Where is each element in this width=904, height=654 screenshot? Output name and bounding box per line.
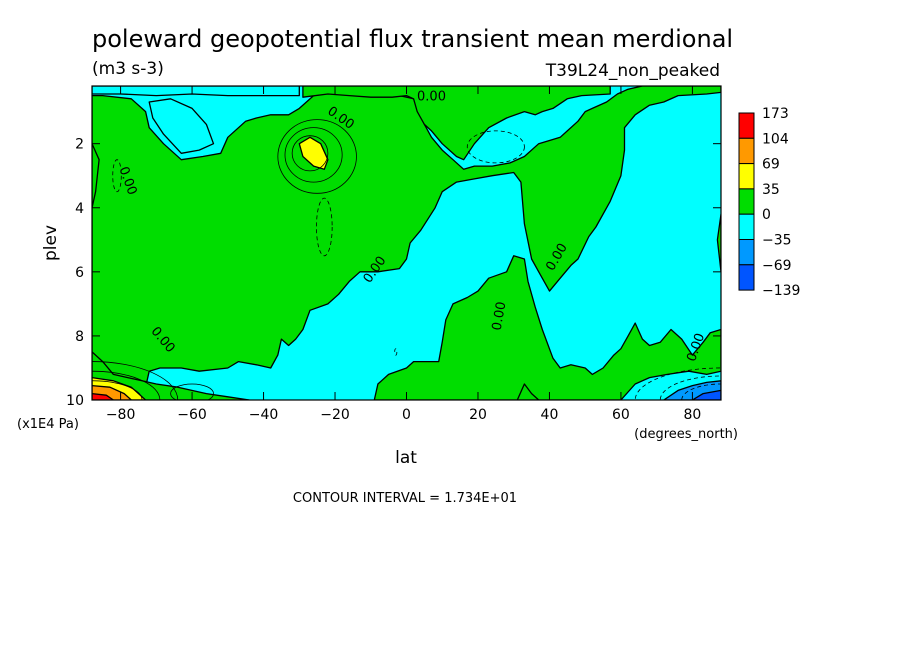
y-tick-label: 6 bbox=[75, 265, 84, 281]
region-positive-top-right bbox=[302, 86, 611, 161]
region-warm-bottom-left-3 bbox=[92, 392, 115, 400]
contour-line bbox=[170, 383, 214, 400]
colorbar-swatch bbox=[738, 264, 755, 291]
contour-fills bbox=[92, 86, 721, 400]
contour-line bbox=[394, 348, 398, 356]
colorbar-swatch bbox=[738, 137, 755, 165]
x-tick-label: 80 bbox=[683, 407, 701, 423]
contour-label: 0.00 bbox=[490, 301, 510, 332]
x-tick-label: 20 bbox=[469, 407, 487, 423]
y-tick-label: 4 bbox=[75, 201, 84, 217]
y-units: (x1E4 Pa) bbox=[17, 417, 79, 432]
x-tick-label: −20 bbox=[320, 407, 350, 423]
colorbar-swatch bbox=[738, 163, 755, 190]
colorbar-label: 69 bbox=[762, 157, 780, 173]
region-positive-bottom-middle bbox=[516, 383, 540, 400]
y-tick-label: 2 bbox=[75, 137, 84, 153]
contour-line bbox=[284, 127, 343, 183]
x-tick-label: 0 bbox=[402, 407, 411, 423]
contour-line bbox=[466, 130, 525, 164]
x-tick-label: 40 bbox=[541, 407, 559, 423]
chart-units: (m3 s-3) bbox=[92, 59, 164, 79]
x-axis-title: lat bbox=[395, 448, 417, 468]
colorbar-label: −139 bbox=[762, 283, 800, 299]
colorbar-swatch bbox=[738, 112, 755, 139]
colorbar-label: −69 bbox=[762, 258, 792, 274]
region-positive-main bbox=[92, 86, 721, 388]
contour-interval-label: CONTOUR INTERVAL = 1.734E+01 bbox=[293, 491, 517, 506]
colorbar-label: 35 bbox=[762, 182, 780, 198]
x-tick-label: 60 bbox=[612, 407, 630, 423]
region-positive-left-strip bbox=[92, 143, 100, 209]
colorbar-label: 0 bbox=[762, 207, 771, 223]
colorbar-label: 173 bbox=[762, 106, 789, 122]
x-tick-label: −60 bbox=[177, 407, 207, 423]
y-axis: 2 4 6 8 10 bbox=[66, 137, 721, 409]
colorbar-swatch bbox=[738, 188, 755, 215]
contour-line bbox=[277, 119, 357, 194]
colorbar-swatch bbox=[738, 239, 755, 266]
contour-line bbox=[112, 159, 122, 193]
colorbar-swatch bbox=[738, 213, 755, 240]
experiment-label: T39L24_non_peaked bbox=[545, 61, 720, 81]
region-positive-right-strip bbox=[716, 213, 721, 273]
contour-line bbox=[316, 197, 333, 257]
x-tick-label: −40 bbox=[249, 407, 279, 423]
contour-lines bbox=[92, 119, 721, 400]
y-tick-label: 10 bbox=[66, 393, 84, 409]
x-tick-label: −80 bbox=[106, 407, 136, 423]
colorbar: 173 104 69 35 0 −35 −69 −139 bbox=[738, 106, 800, 299]
colorbar-label: −35 bbox=[762, 233, 792, 249]
region-yellow-patch bbox=[298, 136, 329, 170]
region-negative-small-top-1 bbox=[148, 98, 215, 154]
y-tick-label: 8 bbox=[75, 329, 84, 345]
contour-line bbox=[291, 135, 329, 172]
x-axis: −80 −60 −40 −20 0 20 40 60 80 bbox=[106, 86, 701, 423]
region-negative-top-left bbox=[92, 86, 300, 97]
x-units: (degrees_north) bbox=[634, 427, 738, 442]
contour-label: 0.00 bbox=[417, 89, 446, 104]
y-axis-title: plev bbox=[41, 225, 61, 261]
colorbar-label: 104 bbox=[762, 131, 789, 147]
chart-title: poleward geopotential flux transient mea… bbox=[92, 25, 733, 53]
region-positive-lower-middle bbox=[373, 255, 721, 400]
region-cold-bottom-right-2 bbox=[691, 389, 721, 400]
